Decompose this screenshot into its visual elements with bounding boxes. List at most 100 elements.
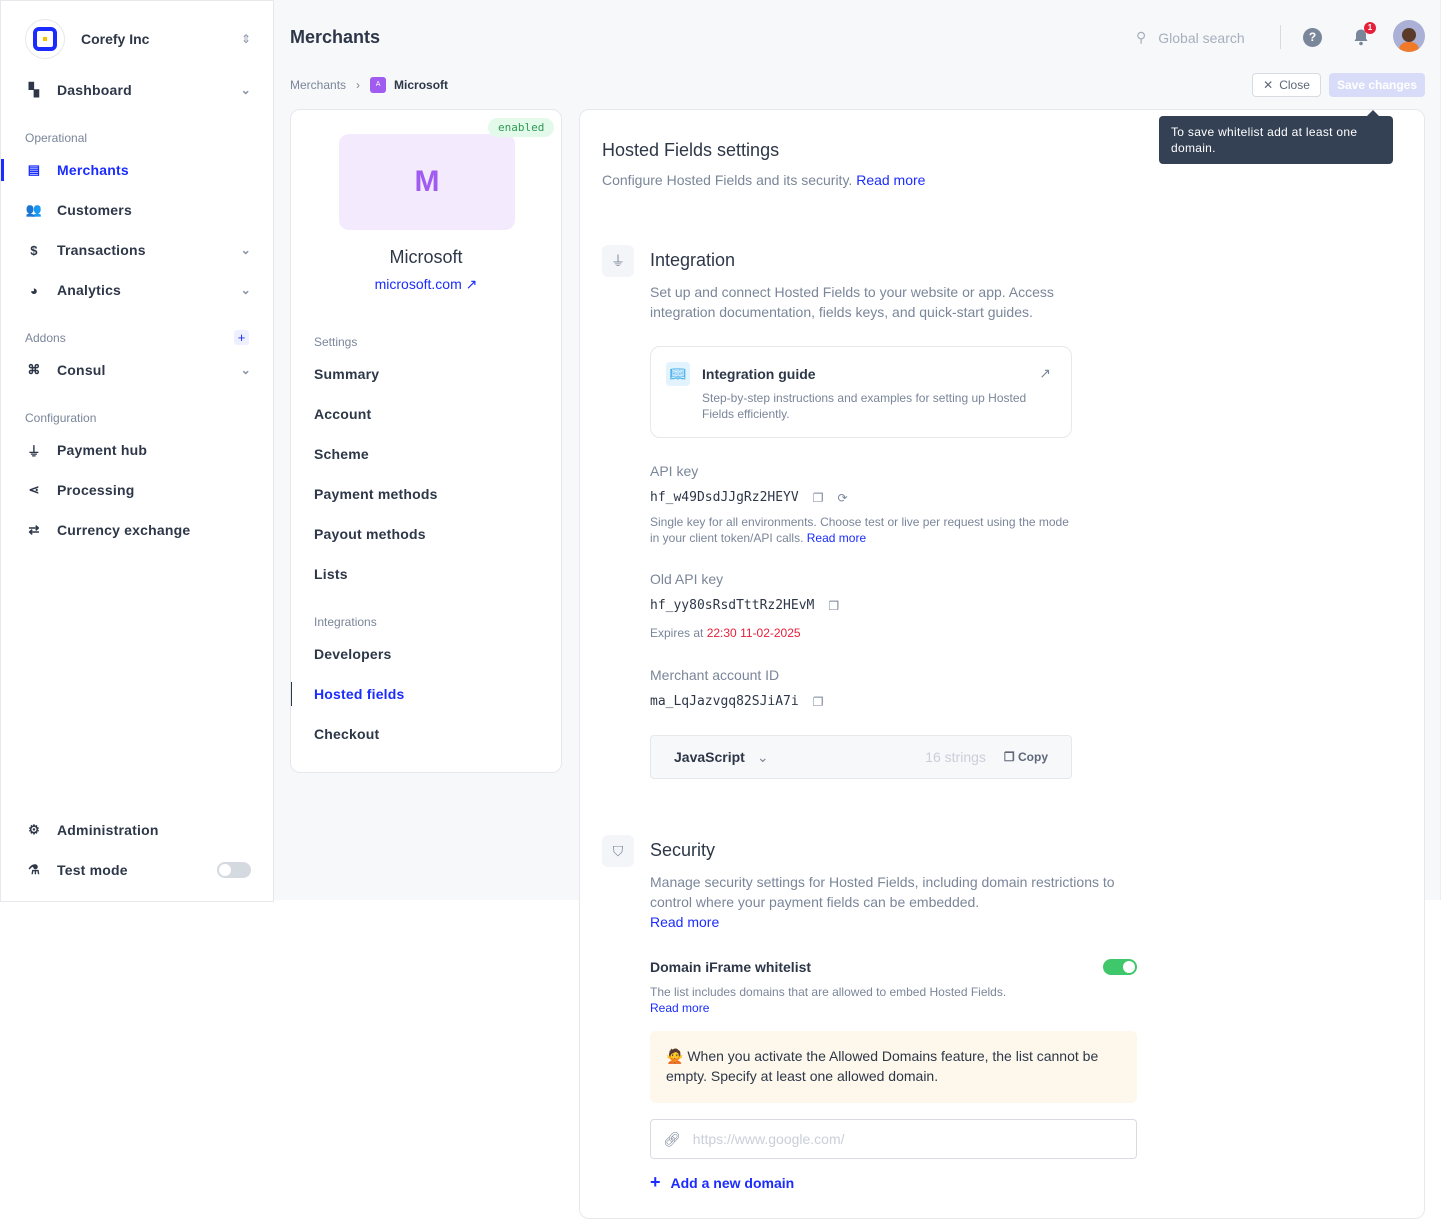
search-icon: ⚲: [1136, 29, 1147, 45]
close-icon: ✕: [1263, 78, 1274, 92]
chevron-down-icon: ⌄: [240, 243, 251, 257]
read-more-link[interactable]: Read more: [650, 914, 720, 930]
notification-badge: 1: [1364, 22, 1376, 34]
help-icon[interactable]: ?: [1303, 28, 1322, 47]
refresh-icon[interactable]: ⟳: [837, 490, 848, 505]
read-more-link[interactable]: Read more: [650, 1001, 710, 1015]
route-icon: ⋖: [28, 482, 40, 497]
api-key-note: Single key for all environments. Choose …: [650, 515, 1069, 545]
menu-checkout[interactable]: Checkout: [314, 726, 380, 742]
test-mode-toggle[interactable]: [217, 862, 251, 878]
plug-icon: ⏚: [27, 443, 41, 459]
sidebar-item-transactions[interactable]: $ Transactions ⌄: [25, 238, 251, 262]
save-changes-button[interactable]: Save changes: [1329, 73, 1425, 97]
divider: [1280, 25, 1281, 49]
whitelist-toggle[interactable]: [1103, 959, 1137, 975]
external-link-icon: ↗: [1039, 365, 1051, 381]
org-name: Corefy Inc: [81, 31, 150, 47]
settings-heading: Settings: [314, 335, 358, 349]
chevron-down-icon: ⌄: [240, 83, 251, 97]
account-id-label: Merchant account ID: [650, 667, 780, 683]
sidebar-item-payment-hub[interactable]: ⏚ Payment hub: [25, 438, 251, 462]
copy-code-button[interactable]: ❐ Copy: [1003, 750, 1048, 764]
chevron-down-icon: ⌄: [240, 283, 251, 297]
link-icon: 🔗︎: [663, 1130, 681, 1147]
exchange-icon: ⇄: [28, 522, 40, 537]
whitelist-title: Domain iFrame whitelist: [650, 959, 812, 975]
merchant-initial: M: [414, 165, 440, 198]
plus-icon: +: [650, 1172, 661, 1192]
account-id-row: ma_LqJazvgq82SJiA7i ❐: [650, 694, 823, 709]
merchant-name: Microsoft: [389, 247, 463, 267]
store-icon: ▤: [27, 162, 41, 177]
sidebar-item-processing[interactable]: ⋖ Processing: [25, 478, 251, 502]
sidebar-item-administration[interactable]: ⚙ Administration: [25, 818, 251, 842]
avatar[interactable]: [1393, 20, 1425, 52]
command-icon: ⌘: [27, 362, 41, 377]
copy-icon[interactable]: ❐: [812, 694, 824, 709]
org-switcher[interactable]: Corefy Inc ⇕: [25, 19, 251, 59]
sidebar-item-consul[interactable]: ⌘ Consul ⌄: [25, 358, 251, 382]
api-key-label: API key: [650, 463, 699, 479]
section-addons: Addons: [25, 331, 66, 345]
add-addon-button[interactable]: +: [234, 330, 249, 345]
copy-icon[interactable]: ❐: [828, 598, 840, 613]
chevron-up-down-icon: ⇕: [240, 32, 251, 46]
sidebar-item-customers[interactable]: 👥 Customers: [25, 202, 132, 218]
menu-hosted-fields[interactable]: Hosted fields: [314, 686, 405, 702]
shield-icon: ⛉: [602, 835, 634, 867]
book-icon: 📖︎: [666, 362, 690, 386]
read-more-link[interactable]: Read more: [806, 531, 867, 545]
domain-input[interactable]: [692, 1131, 1124, 1147]
old-api-key-value: hf_yy80sRsdTttRz2HEvM: [650, 598, 815, 613]
security-title: Security: [650, 840, 716, 860]
menu-lists[interactable]: Lists: [314, 566, 348, 582]
users-icon: 👥: [25, 202, 43, 217]
hosted-fields-panel: Hosted Fields settings Configure Hosted …: [579, 109, 1425, 1219]
read-more-link[interactable]: Read more: [856, 172, 926, 188]
menu-account[interactable]: Account: [314, 406, 372, 422]
expires-text: Expires at 22:30 11-02-2025: [650, 626, 801, 640]
menu-payout-methods[interactable]: Payout methods: [314, 526, 426, 542]
domain-field: 🔗︎: [650, 1119, 1137, 1159]
merchant-site-link[interactable]: microsoft.com ↗: [374, 276, 478, 292]
menu-payment-methods[interactable]: Payment methods: [314, 486, 438, 502]
sidebar-item-dashboard[interactable]: ▚ Dashboard ⌄: [25, 78, 251, 102]
global-search[interactable]: ⚲ Global search: [1136, 29, 1245, 46]
guide-title: Integration guide: [702, 366, 816, 382]
sidebar-item-analytics[interactable]: ◕ Analytics ⌄: [25, 278, 251, 302]
language-select[interactable]: JavaScript: [674, 749, 745, 765]
old-api-key-label: Old API key: [650, 571, 724, 587]
old-api-key-row: hf_yy80sRsdTttRz2HEvM ❐: [650, 598, 839, 613]
sidebar-item-merchants[interactable]: ▤ Merchants: [25, 158, 251, 182]
menu-scheme[interactable]: Scheme: [314, 446, 369, 462]
plug-icon: ⏚: [602, 245, 634, 277]
integration-guide-card[interactable]: 📖︎ Integration guide Step-by-step instru…: [650, 346, 1072, 438]
strings-count: 16 strings: [925, 749, 986, 765]
panel-subtitle: Configure Hosted Fields and its security…: [602, 172, 926, 188]
merchant-avatar: A: [370, 77, 387, 93]
dashboard-icon: ▚: [28, 82, 40, 97]
gear-icon: ⚙: [28, 822, 40, 837]
integration-desc: Set up and connect Hosted Fields to your…: [650, 284, 1054, 320]
integrations-heading: Integrations: [314, 615, 377, 629]
copy-icon[interactable]: ❐: [812, 490, 824, 505]
warning-banner: 🙅 When you activate the Allowed Domains …: [650, 1031, 1137, 1103]
active-indicator: [1, 159, 4, 181]
close-button[interactable]: ✕ Close: [1252, 73, 1321, 97]
bell-icon[interactable]: [1352, 28, 1370, 46]
guide-desc: Step-by-step instructions and examples f…: [702, 391, 1027, 421]
account-id-value: ma_LqJazvgq82SJiA7i: [650, 694, 799, 709]
menu-developers[interactable]: Developers: [314, 646, 392, 662]
whitelist-row: Domain iFrame whitelist: [650, 959, 1137, 975]
menu-summary[interactable]: Summary: [314, 366, 380, 382]
panel-title: Hosted Fields settings: [602, 140, 780, 160]
merchant-logo: M: [339, 134, 515, 230]
section-operational: Operational: [25, 131, 88, 145]
add-domain-button[interactable]: + Add a new domain: [650, 1172, 795, 1192]
sidebar-item-currency-exchange[interactable]: ⇄ Currency exchange: [25, 518, 251, 542]
breadcrumb-current: Microsoft: [394, 78, 449, 92]
breadcrumb-merchants[interactable]: Merchants: [290, 78, 347, 92]
status-badge: enabled: [488, 118, 555, 137]
api-key-row: hf_w49DsdJJgRz2HEYV ❐ ⟳: [650, 490, 848, 505]
